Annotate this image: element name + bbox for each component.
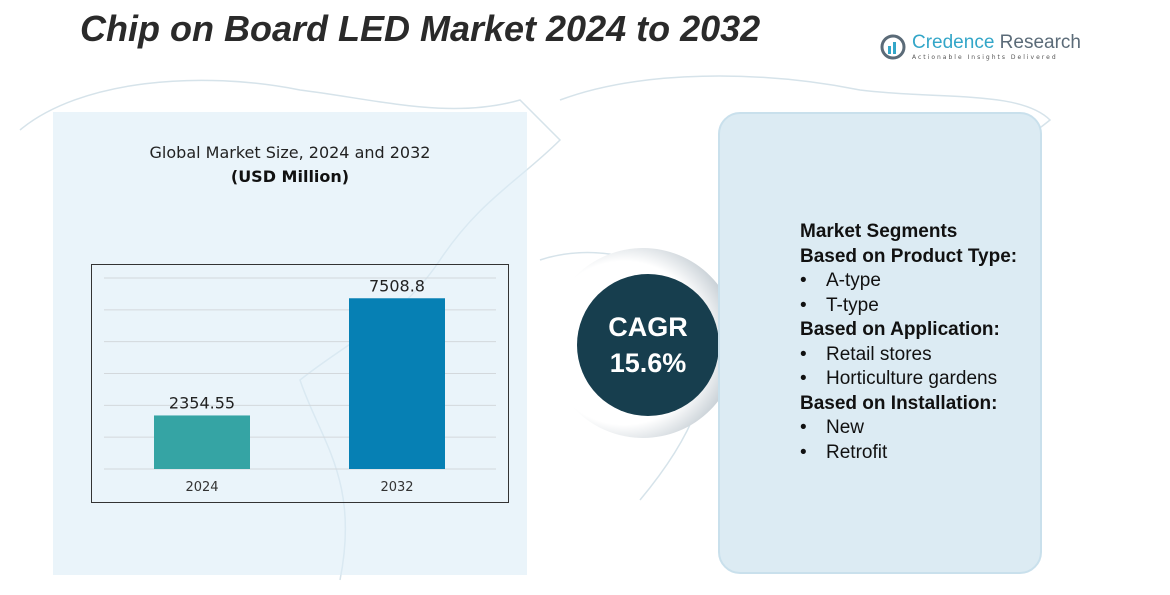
page-title: Chip on Board LED Market 2024 to 2032 — [80, 8, 761, 49]
logo-name-b: Research — [994, 32, 1081, 53]
bar-chart-logo-icon — [880, 34, 906, 59]
logo-tagline: Actionable Insights Delivered — [912, 54, 1058, 61]
segment-item: Retrofit — [800, 441, 1017, 466]
segment-group-title: Based on Product Type: — [800, 245, 1018, 267]
cagr-badge: CAGR 15.6% — [577, 274, 719, 416]
cagr-label: CAGR — [608, 312, 688, 342]
data-label: 7508.8 — [369, 276, 425, 295]
segment-item: Retail stores — [800, 343, 1017, 368]
market-segments: Market Segments Based on Product Type: A… — [800, 220, 1017, 465]
bar-chart: 2354.55 2024 7508.8 2032 — [91, 264, 509, 503]
cagr-value: 15.6% — [609, 348, 687, 378]
logo-name-a: Credence — [912, 32, 995, 53]
chart-subtitle: Global Market Size, 2024 and 2032 — [149, 143, 431, 162]
segment-item: Horticulture gardens — [800, 367, 1017, 392]
segment-group-title: Based on Installation: — [800, 392, 998, 414]
data-label: 2354.55 — [169, 393, 235, 412]
segment-item: T-type — [800, 294, 1017, 319]
bar-2032 — [349, 298, 445, 469]
x-tick-label: 2024 — [185, 480, 218, 495]
credence-research-logo: Credence Research Actionable Insights De… — [880, 32, 1081, 61]
chart-unit: (USD Million) — [230, 167, 350, 186]
segments-heading: Market Segments — [800, 221, 958, 242]
market-size-panel — [53, 112, 527, 575]
segment-item: New — [800, 416, 1017, 441]
segment-item: A-type — [800, 269, 1017, 294]
x-tick-label: 2032 — [380, 480, 413, 495]
bar-2024 — [154, 415, 250, 469]
segment-group-title: Based on Application: — [800, 319, 1000, 340]
